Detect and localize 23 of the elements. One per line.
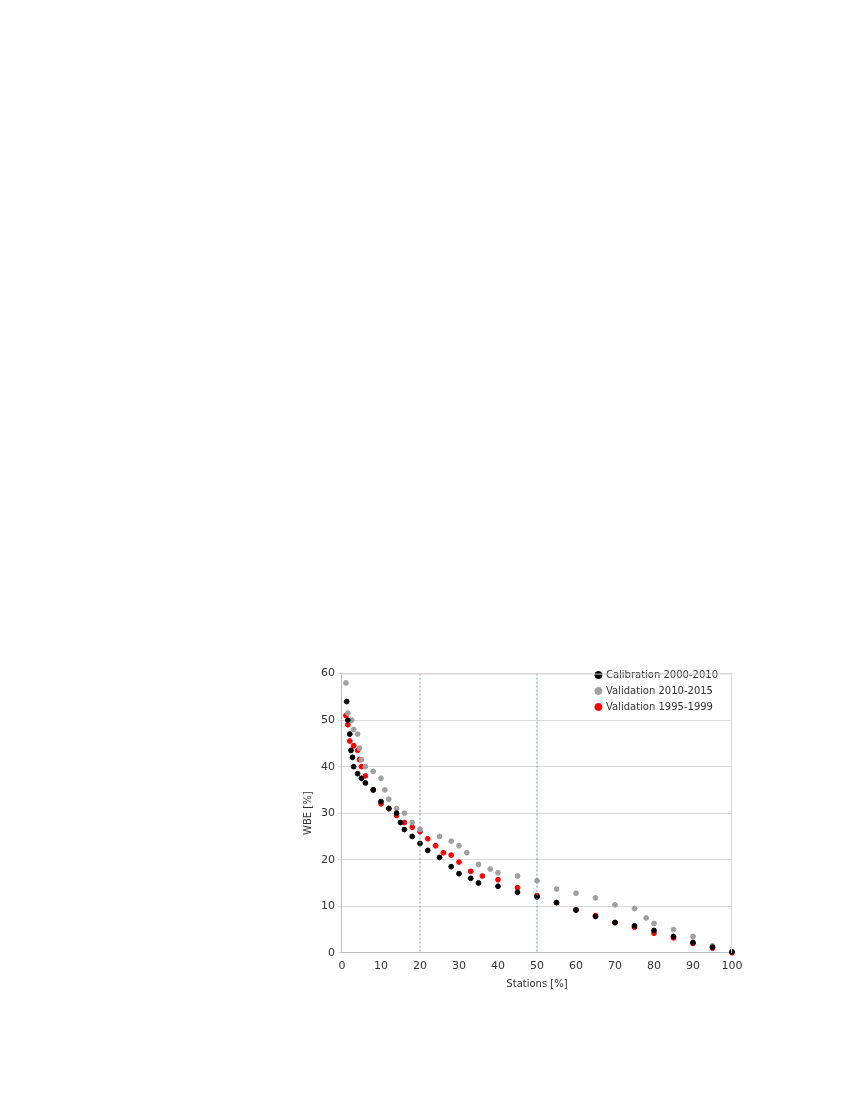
x-tick-label: 60 — [569, 959, 583, 973]
y-tick-label: 30 — [321, 806, 335, 820]
x-axis-title: Stations [%] — [506, 977, 568, 989]
y-tick-label: 50 — [321, 712, 335, 726]
x-tick-label: 10 — [374, 959, 388, 973]
legend-label: Validation 2010-2015 — [605, 684, 713, 696]
x-tick-label: 90 — [686, 959, 700, 973]
legend-label: Calibration 2000-2010 — [605, 668, 719, 680]
y-tick-label: 0 — [328, 945, 335, 959]
x-tick-label: 70 — [608, 959, 622, 973]
x-tick-label: 50 — [530, 959, 544, 973]
y-tick-label: 40 — [321, 759, 335, 773]
x-tick-label: 20 — [413, 959, 427, 973]
x-tick-label: 100 — [721, 959, 743, 973]
x-tick-label: 30 — [452, 959, 466, 973]
x-tick-label: 40 — [491, 959, 505, 973]
y-tick-label: 10 — [321, 899, 335, 913]
y-tick-label: 20 — [321, 852, 335, 866]
y-axis-title: WBE [%] — [301, 791, 313, 835]
x-tick-label: 80 — [647, 959, 661, 973]
x-tick-label: 0 — [338, 959, 346, 973]
legend-label: Validation 1995-1999 — [605, 700, 713, 712]
y-tick-label: 60 — [321, 666, 335, 680]
